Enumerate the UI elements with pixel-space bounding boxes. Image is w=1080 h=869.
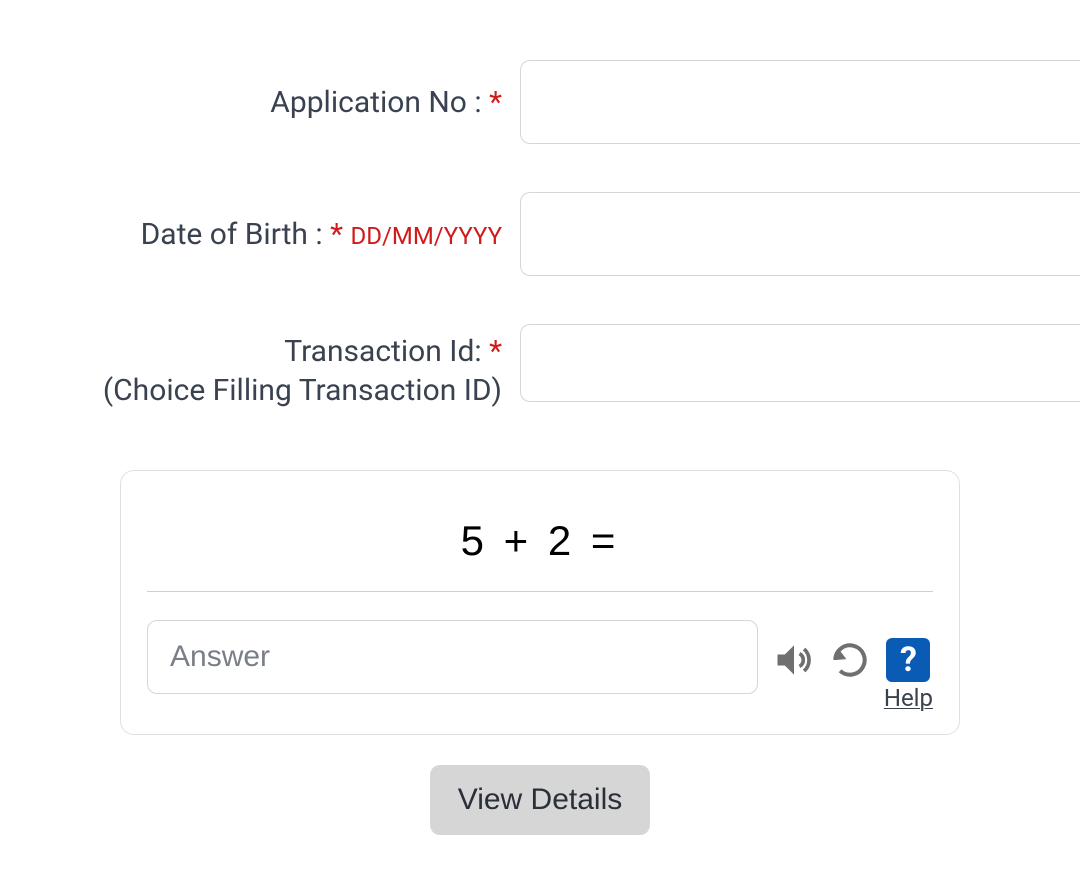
transaction-id-label: Transaction Id: * (Choice Filling Transa… xyxy=(0,324,520,410)
captcha-icons: ? Help xyxy=(772,620,933,712)
help-wrap: ? Help xyxy=(884,638,933,712)
help-mark: ? xyxy=(900,640,917,680)
label-text: Transaction Id: xyxy=(284,334,481,369)
application-no-label: Application No : * xyxy=(0,83,520,122)
transaction-id-input[interactable] xyxy=(520,324,1080,402)
captcha-box: 5 + 2 = ? Help xyxy=(120,470,960,735)
dob-row: Date of Birth : * DD/MM/YYYY xyxy=(0,192,1080,276)
dob-label: Date of Birth : * DD/MM/YYYY xyxy=(0,215,520,254)
dob-hint: DD/MM/YYYY xyxy=(351,222,503,250)
speaker-icon xyxy=(772,638,816,682)
transaction-id-row: Transaction Id: * (Choice Filling Transa… xyxy=(0,324,1080,410)
audio-icon[interactable] xyxy=(772,638,816,682)
reload-icon xyxy=(828,638,872,682)
label-text: Date of Birth : xyxy=(141,217,323,252)
captcha-divider xyxy=(147,591,933,592)
transaction-id-sublabel: (Choice Filling Transaction ID) xyxy=(0,371,502,410)
required-mark: * xyxy=(330,217,343,252)
application-no-row: Application No : * xyxy=(0,60,1080,144)
required-mark: * xyxy=(489,85,502,120)
captcha-controls: ? Help xyxy=(147,620,933,712)
help-icon[interactable]: ? xyxy=(886,638,930,682)
captcha-answer-input[interactable] xyxy=(147,620,758,694)
required-mark: * xyxy=(489,334,502,369)
label-text: Application No : xyxy=(270,85,481,120)
application-no-input[interactable] xyxy=(520,60,1080,144)
captcha-question: 5 + 2 = xyxy=(147,499,933,591)
submit-row: View Details xyxy=(0,765,1080,835)
refresh-icon[interactable] xyxy=(828,638,872,682)
dob-input[interactable] xyxy=(520,192,1080,276)
help-label[interactable]: Help xyxy=(884,684,933,712)
view-details-button[interactable]: View Details xyxy=(430,765,651,835)
